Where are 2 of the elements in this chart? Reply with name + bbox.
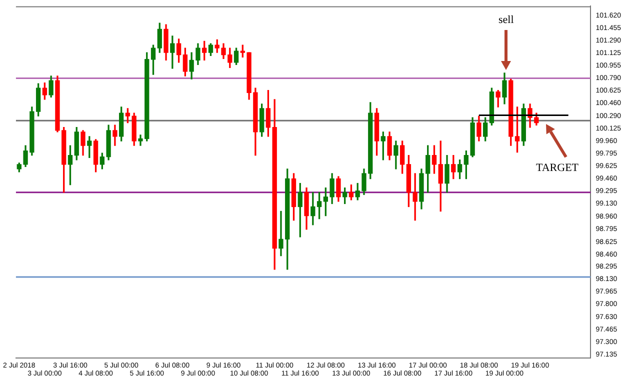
annotation: TARGET [536, 162, 579, 174]
annotation: sell [498, 14, 514, 26]
